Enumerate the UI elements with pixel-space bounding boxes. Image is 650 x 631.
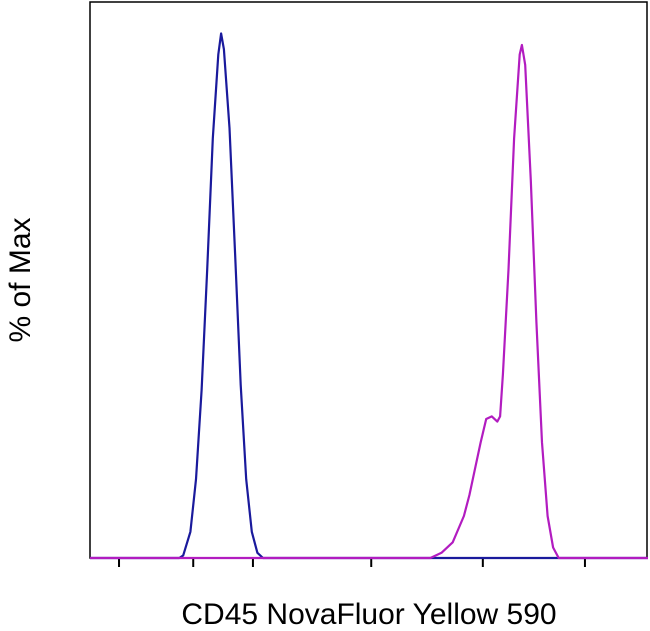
x-axis-label: CD45 NovaFluor Yellow 590	[181, 598, 556, 631]
y-axis-label: % of Max	[4, 217, 37, 342]
plot-frame	[89, 1, 648, 559]
histogram-line	[90, 32, 648, 560]
histogram-line	[90, 43, 648, 560]
